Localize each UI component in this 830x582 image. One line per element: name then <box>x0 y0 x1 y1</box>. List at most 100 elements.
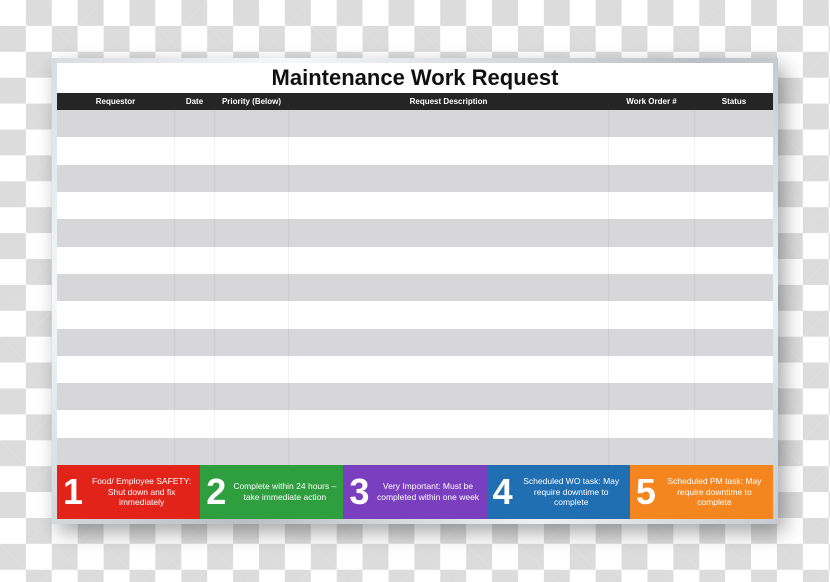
table-row <box>57 247 773 274</box>
cell-order <box>609 301 695 328</box>
cell-status <box>695 274 773 301</box>
column-header-priority: Priority (Below) <box>215 93 289 110</box>
cell-date <box>175 329 215 356</box>
cell-priority <box>215 247 289 274</box>
priority-5: 5Scheduled PM task: May require downtime… <box>630 465 773 519</box>
table-row <box>57 329 773 356</box>
cell-priority <box>215 219 289 246</box>
cell-requestor <box>57 301 175 328</box>
column-header-order: Work Order # <box>609 93 695 110</box>
table-row <box>57 137 773 164</box>
table-body <box>57 110 773 465</box>
table-row <box>57 438 773 465</box>
table-row <box>57 165 773 192</box>
cell-desc <box>289 274 609 301</box>
cell-requestor <box>57 329 175 356</box>
table-row <box>57 301 773 328</box>
table-row <box>57 356 773 383</box>
cell-status <box>695 110 773 137</box>
cell-order <box>609 329 695 356</box>
cell-priority <box>215 137 289 164</box>
cell-desc <box>289 301 609 328</box>
cell-status <box>695 329 773 356</box>
cell-date <box>175 247 215 274</box>
cell-priority <box>215 192 289 219</box>
cell-order <box>609 247 695 274</box>
cell-order <box>609 110 695 137</box>
priority-4: 4Scheduled WO task: May require downtime… <box>487 465 630 519</box>
cell-date <box>175 438 215 465</box>
cell-status <box>695 192 773 219</box>
page-title: Maintenance Work Request <box>57 63 773 93</box>
cell-desc <box>289 219 609 246</box>
table-row <box>57 274 773 301</box>
whiteboard: Maintenance Work Request RequestorDatePr… <box>52 58 778 524</box>
cell-order <box>609 165 695 192</box>
cell-requestor <box>57 247 175 274</box>
cell-status <box>695 301 773 328</box>
priority-description: Very Important: Must be completed within… <box>375 481 480 502</box>
priority-number: 1 <box>61 474 89 510</box>
cell-requestor <box>57 110 175 137</box>
column-header-desc: Request Description <box>289 93 609 110</box>
table-row <box>57 192 773 219</box>
cell-order <box>609 219 695 246</box>
cell-desc <box>289 165 609 192</box>
priority-description: Scheduled WO task: May require downtime … <box>519 476 624 508</box>
cell-date <box>175 219 215 246</box>
cell-requestor <box>57 137 175 164</box>
priority-legend: 1Food/ Employee SAFETY: Shut down and fi… <box>57 465 773 519</box>
table-row <box>57 410 773 437</box>
table-row <box>57 219 773 246</box>
cell-priority <box>215 410 289 437</box>
cell-order <box>609 383 695 410</box>
cell-date <box>175 165 215 192</box>
aluminum-frame: Maintenance Work Request RequestorDatePr… <box>52 58 778 524</box>
cell-status <box>695 438 773 465</box>
cell-date <box>175 192 215 219</box>
priority-number: 2 <box>204 474 232 510</box>
board-surface: Maintenance Work Request RequestorDatePr… <box>57 63 773 519</box>
cell-order <box>609 438 695 465</box>
cell-order <box>609 192 695 219</box>
cell-status <box>695 219 773 246</box>
priority-number: 4 <box>491 474 519 510</box>
cell-priority <box>215 383 289 410</box>
cell-status <box>695 383 773 410</box>
cell-status <box>695 356 773 383</box>
cell-requestor <box>57 274 175 301</box>
cell-desc <box>289 110 609 137</box>
cell-order <box>609 356 695 383</box>
cell-date <box>175 137 215 164</box>
cell-requestor <box>57 383 175 410</box>
cell-date <box>175 301 215 328</box>
priority-number: 3 <box>347 474 375 510</box>
cell-desc <box>289 383 609 410</box>
cell-status <box>695 247 773 274</box>
cell-order <box>609 137 695 164</box>
cell-requestor <box>57 219 175 246</box>
cell-priority <box>215 110 289 137</box>
column-header-date: Date <box>175 93 215 110</box>
cell-priority <box>215 329 289 356</box>
column-header-status: Status <box>695 93 773 110</box>
cell-status <box>695 165 773 192</box>
cell-priority <box>215 274 289 301</box>
table-header: RequestorDatePriority (Below)Request Des… <box>57 93 773 110</box>
cell-priority <box>215 356 289 383</box>
cell-requestor <box>57 410 175 437</box>
cell-order <box>609 274 695 301</box>
priority-3: 3Very Important: Must be completed withi… <box>343 465 486 519</box>
priority-description: Food/ Employee SAFETY: Shut down and fix… <box>89 476 194 508</box>
priority-2: 2Complete within 24 hours – take immedia… <box>200 465 343 519</box>
cell-requestor <box>57 356 175 383</box>
cell-status <box>695 137 773 164</box>
cell-date <box>175 356 215 383</box>
cell-date <box>175 110 215 137</box>
column-header-requestor: Requestor <box>57 93 175 110</box>
cell-date <box>175 274 215 301</box>
cell-desc <box>289 356 609 383</box>
cell-desc <box>289 192 609 219</box>
table-row <box>57 110 773 137</box>
priority-1: 1Food/ Employee SAFETY: Shut down and fi… <box>57 465 200 519</box>
